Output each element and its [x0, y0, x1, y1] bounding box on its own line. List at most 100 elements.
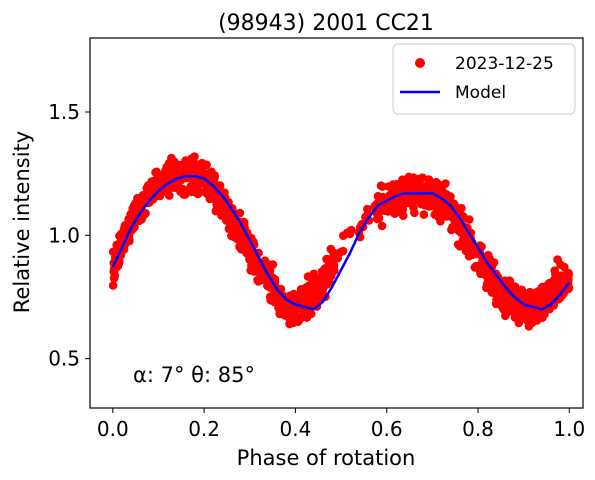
x-axis-label: Phase of rotation [237, 446, 416, 470]
data-point [141, 191, 150, 201]
legend-marker-observations [415, 58, 425, 68]
data-point [133, 193, 142, 203]
data-point [490, 276, 499, 286]
data-point [343, 228, 352, 238]
data-point [492, 283, 501, 293]
data-point [396, 181, 405, 190]
data-point [163, 188, 173, 197]
data-point [560, 262, 569, 272]
data-point [175, 160, 184, 170]
x-tick-label: 0.8 [462, 417, 494, 441]
chart-title: (98943) 2001 CC21 [218, 11, 434, 36]
data-point [517, 285, 527, 295]
data-point [251, 260, 261, 269]
data-point [441, 179, 450, 188]
data-point [207, 167, 216, 177]
data-point [326, 244, 336, 254]
data-point [224, 224, 234, 234]
data-point [126, 210, 135, 219]
legend-label-model: Model [455, 83, 506, 103]
data-point [413, 195, 423, 205]
data-point [333, 253, 343, 263]
data-point [141, 209, 150, 218]
data-point [110, 271, 120, 280]
model-line-layer [111, 174, 571, 311]
data-point [433, 202, 443, 211]
data-point [265, 283, 275, 292]
data-point [302, 313, 312, 322]
data-point [280, 311, 290, 320]
data-point [309, 269, 319, 279]
data-point [363, 204, 372, 214]
data-point [524, 322, 534, 331]
data-point [235, 234, 245, 244]
data-point [470, 263, 480, 272]
data-point [510, 282, 520, 291]
data-point [384, 182, 393, 191]
x-tick-label: 0.4 [280, 417, 312, 441]
data-point [168, 166, 178, 175]
data-point [118, 229, 128, 239]
data-point [423, 181, 433, 190]
data-point [301, 297, 310, 306]
data-point [186, 182, 195, 191]
data-point [175, 184, 184, 193]
data-point [530, 289, 539, 298]
data-point [446, 192, 455, 201]
x-tick-label: 0.0 [97, 417, 129, 441]
legend: 2023-12-25 Model [392, 43, 576, 115]
data-point [377, 221, 387, 231]
data-point [108, 281, 118, 290]
data-point [228, 216, 238, 226]
data-point [305, 287, 315, 296]
data-point [559, 273, 569, 282]
data-point [155, 191, 165, 201]
data-point [394, 195, 403, 205]
data-point [269, 289, 279, 299]
data-point [162, 162, 172, 172]
data-point [376, 181, 386, 190]
data-point [399, 211, 408, 220]
data-point [482, 271, 491, 281]
legend-label-observations: 2023-12-25 [455, 54, 554, 74]
data-point [143, 183, 152, 193]
data-point [195, 188, 204, 197]
data-point [151, 168, 160, 177]
y-tick-label: 0.5 [48, 347, 80, 371]
data-point [404, 172, 414, 182]
plot-frame [89, 37, 584, 409]
x-tick-label: 0.6 [371, 417, 403, 441]
data-point [553, 255, 562, 264]
data-point [163, 172, 173, 182]
y-tick-label: 1.5 [48, 100, 80, 124]
data-point [319, 269, 328, 278]
data-point [504, 299, 514, 309]
y-axis-label: Relative intensity [10, 131, 34, 313]
data-point [270, 296, 279, 306]
data-point [456, 224, 466, 234]
data-point [546, 290, 556, 300]
data-point [501, 311, 510, 321]
model-line [111, 174, 571, 311]
data-point [495, 295, 505, 304]
data-point [197, 158, 207, 168]
data-point [310, 295, 319, 304]
data-point [414, 174, 423, 184]
x-tick-label: 0.2 [188, 417, 220, 441]
legend-box [392, 43, 576, 115]
x-tick-label: 1.0 [553, 417, 585, 441]
data-point [380, 206, 390, 215]
y-axis-ticks: 0.5 1.0 1.5 [48, 100, 90, 371]
data-point [455, 242, 465, 251]
data-point [372, 214, 382, 224]
data-point [528, 306, 538, 316]
y-tick-label: 1.0 [48, 223, 80, 247]
data-point [187, 155, 196, 165]
data-point [322, 254, 331, 264]
x-axis-ticks: 0.0 0.2 0.4 0.6 0.8 1.0 [97, 408, 585, 441]
data-point [258, 275, 267, 285]
data-point [392, 203, 401, 212]
data-point [239, 241, 249, 250]
data-point [419, 210, 429, 219]
